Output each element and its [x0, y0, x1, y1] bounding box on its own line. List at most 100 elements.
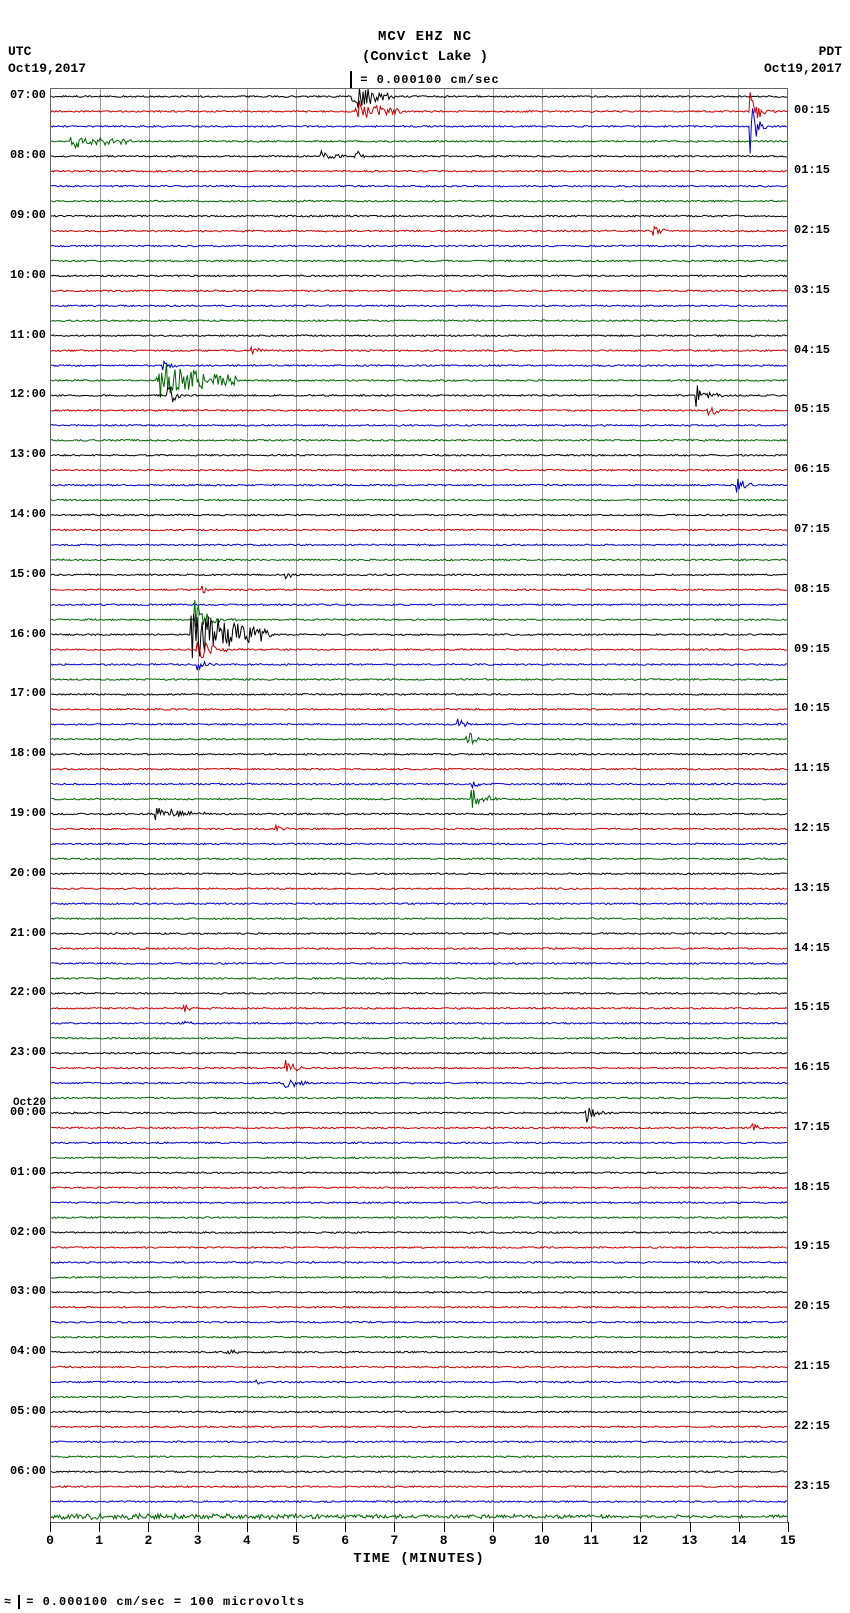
left-hour-label: 05:00 [10, 1405, 46, 1417]
tz-right-label: PDT [764, 44, 842, 61]
x-tick-label: 14 [731, 1533, 747, 1548]
right-hour-label: 04:15 [794, 344, 830, 356]
left-hour-label: 04:00 [10, 1345, 46, 1357]
x-tick-label: 5 [292, 1533, 300, 1548]
x-tick [247, 1522, 248, 1532]
right-hour-label: 13:15 [794, 882, 830, 894]
right-hour-label: 03:15 [794, 284, 830, 296]
right-hour-label: 07:15 [794, 523, 830, 535]
left-hour-label: 15:00 [10, 568, 46, 580]
timezone-left: UTC Oct19,2017 [8, 44, 86, 78]
right-hour-label: 11:15 [794, 762, 830, 774]
right-hour-label: 01:15 [794, 164, 830, 176]
x-axis: TIME (MINUTES) 0123456789101112131415 [50, 1522, 788, 1565]
right-hour-label: 16:15 [794, 1061, 830, 1073]
scale-text: = 0.000100 cm/sec [360, 72, 499, 89]
x-tick [640, 1522, 641, 1532]
left-hour-label: 13:00 [10, 448, 46, 460]
left-hour-label: 14:00 [10, 508, 46, 520]
right-hour-label: 00:15 [794, 104, 830, 116]
x-tick [444, 1522, 445, 1532]
tz-right-date: Oct19,2017 [764, 61, 842, 78]
left-hour-label: 18:00 [10, 747, 46, 759]
right-hour-label: 18:15 [794, 1181, 830, 1193]
left-hour-label: 07:00 [10, 89, 46, 101]
x-tick-label: 7 [390, 1533, 398, 1548]
x-tick-label: 4 [243, 1533, 251, 1548]
tz-left-date: Oct19,2017 [8, 61, 86, 78]
x-tick-label: 9 [489, 1533, 497, 1548]
left-hour-label: 09:00 [10, 209, 46, 221]
x-tick-label: 2 [144, 1533, 152, 1548]
x-tick [394, 1522, 395, 1532]
right-hour-label: 08:15 [794, 583, 830, 595]
left-hour-label: 11:00 [10, 329, 46, 341]
right-hour-label: 22:15 [794, 1420, 830, 1432]
x-tick [198, 1522, 199, 1532]
x-tick-label: 6 [341, 1533, 349, 1548]
x-tick [148, 1522, 149, 1532]
right-hour-label: 06:15 [794, 463, 830, 475]
footer-scale-bar-icon [18, 1595, 20, 1609]
left-hour-label: 02:00 [10, 1226, 46, 1238]
left-hour-label: 16:00 [10, 628, 46, 640]
x-tick-label: 11 [583, 1533, 599, 1548]
right-hour-label: 02:15 [794, 224, 830, 236]
y-axis-right: 00:15 01:15 02:15 03:15 04:15 05:15 06:15 07:15… [790, 88, 850, 1523]
right-hour-label: 15:15 [794, 1001, 830, 1013]
x-tick [345, 1522, 346, 1532]
x-tick [50, 1522, 51, 1532]
left-hour-label: 17:00 [10, 687, 46, 699]
left-hour-label: 10:00 [10, 269, 46, 281]
x-tick [493, 1522, 494, 1532]
left-hour-label: 01:00 [10, 1166, 46, 1178]
x-tick-label: 0 [46, 1533, 54, 1548]
footer-prefix: ≈ [4, 1595, 12, 1609]
left-hour-label: 08:00 [10, 149, 46, 161]
tz-left-label: UTC [8, 44, 86, 61]
x-tick [591, 1522, 592, 1532]
right-hour-label: 17:15 [794, 1121, 830, 1133]
scale-indicator: = 0.000100 cm/sec [0, 71, 850, 89]
right-hour-label: 21:15 [794, 1360, 830, 1372]
left-hour-label: 22:00 [10, 986, 46, 998]
x-tick-label: 3 [194, 1533, 202, 1548]
x-tick [296, 1522, 297, 1532]
x-tick-label: 12 [633, 1533, 649, 1548]
timezone-right: PDT Oct19,2017 [764, 44, 842, 78]
x-tick [739, 1522, 740, 1532]
seismogram-trace [51, 89, 787, 1522]
y-axis-left: 07:00 08:00 09:00 10:00 11:00 12:00 13:00 14:00… [0, 88, 48, 1523]
left-hour-label: 19:00 [10, 807, 46, 819]
left-hour-label: 12:00 [10, 388, 46, 400]
x-tick-label: 13 [682, 1533, 698, 1548]
footer-text: = 0.000100 cm/sec = 100 microvolts [26, 1595, 305, 1609]
chart-header: MCV EHZ NC (Convict Lake ) = 0.000100 cm… [0, 0, 850, 89]
left-hour-label: 20:00 [10, 867, 46, 879]
left-hour-label: 00:00 [10, 1106, 46, 1118]
x-tick [542, 1522, 543, 1532]
page: MCV EHZ NC (Convict Lake ) = 0.000100 cm… [0, 0, 850, 1613]
left-hour-label: 06:00 [10, 1465, 46, 1477]
x-tick-label: 10 [534, 1533, 550, 1548]
seismogram-canvas [51, 89, 787, 1522]
footer-scale: ≈ = 0.000100 cm/sec = 100 microvolts [4, 1595, 305, 1609]
station-code: MCV EHZ NC [0, 28, 850, 48]
x-tick-label: 1 [95, 1533, 103, 1548]
right-hour-label: 20:15 [794, 1300, 830, 1312]
right-hour-label: 05:15 [794, 403, 830, 415]
x-tick-label: 15 [780, 1533, 796, 1548]
x-axis-title: TIME (MINUTES) [50, 1551, 788, 1567]
right-hour-label: 10:15 [794, 702, 830, 714]
x-tick-label: 8 [440, 1533, 448, 1548]
x-tick [99, 1522, 100, 1532]
right-hour-label: 23:15 [794, 1480, 830, 1492]
left-hour-label: 21:00 [10, 927, 46, 939]
station-location: (Convict Lake ) [0, 48, 850, 68]
x-tick [788, 1522, 789, 1532]
left-hour-label: 23:00 [10, 1046, 46, 1058]
right-hour-label: 14:15 [794, 942, 830, 954]
left-hour-label: 03:00 [10, 1285, 46, 1297]
scale-bar-icon [350, 71, 352, 89]
right-hour-label: 09:15 [794, 643, 830, 655]
